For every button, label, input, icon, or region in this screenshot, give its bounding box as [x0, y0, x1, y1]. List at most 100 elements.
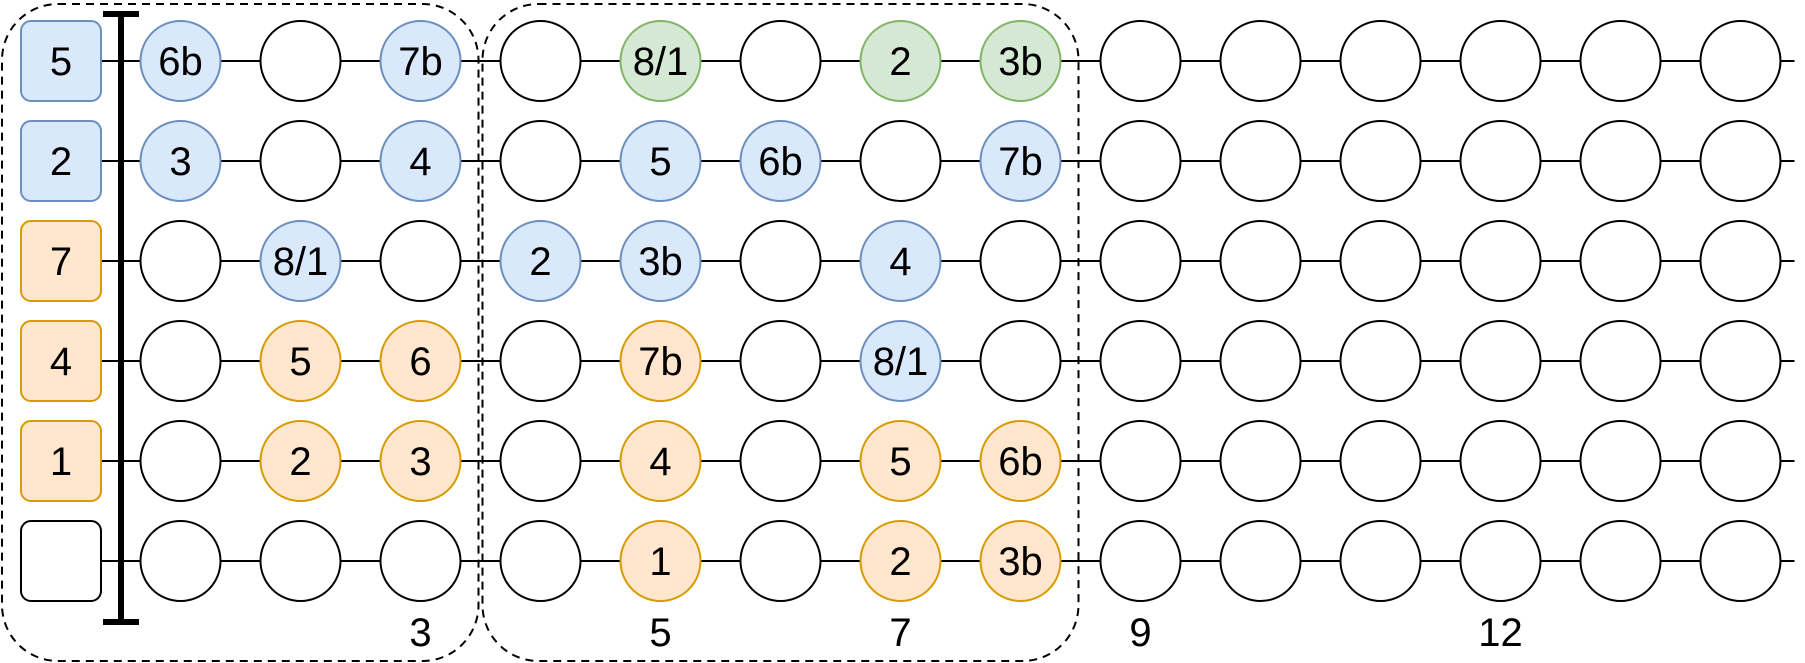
note-label: 3	[169, 140, 191, 184]
note-s3-f13	[1579, 220, 1662, 302]
note-s4-f9	[1099, 320, 1182, 402]
open-string-label: 7	[50, 240, 72, 284]
note-s1-f7: 2	[859, 20, 942, 102]
note-label: 4	[409, 140, 431, 184]
note-label: 8/1	[873, 340, 929, 384]
note-circle	[1339, 20, 1422, 102]
note-circle	[1339, 120, 1422, 202]
position-box-2	[481, 3, 1080, 662]
note-label: 6	[409, 340, 431, 384]
note-s6-f1	[139, 520, 222, 602]
note-s2-f9	[1099, 120, 1182, 202]
note-s2-f12	[1459, 120, 1542, 202]
note-s4-f5: 7b	[619, 320, 702, 402]
note-circle	[259, 120, 342, 202]
note-circle	[739, 120, 822, 202]
note-circle	[979, 320, 1062, 402]
note-s5-f11	[1339, 420, 1422, 502]
fret-marker-5: 5	[649, 611, 671, 655]
note-s2-f14	[1699, 120, 1782, 202]
note-circle	[139, 20, 222, 102]
note-circle	[739, 420, 822, 502]
note-s2-f3: 4	[379, 120, 462, 202]
note-circle	[499, 20, 582, 102]
fret-marker-9: 9	[1129, 611, 1151, 655]
note-label: 2	[889, 540, 911, 584]
note-circle	[859, 520, 942, 602]
note-circle	[979, 520, 1062, 602]
note-circle	[619, 520, 702, 602]
note-s5-f8: 6b	[979, 420, 1062, 502]
note-s6-f13	[1579, 520, 1662, 602]
note-s2-f7	[859, 120, 942, 202]
note-s5-f3: 3	[379, 420, 462, 502]
open-string-box	[20, 420, 102, 502]
note-circle	[379, 20, 462, 102]
note-label: 2	[289, 440, 311, 484]
open-string-box	[20, 120, 102, 202]
open-string-label: 1	[50, 440, 72, 484]
note-circle	[1099, 320, 1182, 402]
note-s1-f11	[1339, 20, 1422, 102]
note-s5-f12	[1459, 420, 1542, 502]
open-string-label: 4	[50, 340, 72, 384]
note-label: 3b	[638, 240, 683, 284]
note-s1-f1: 6b	[139, 20, 222, 102]
note-s1-f14	[1699, 20, 1782, 102]
note-circle	[1099, 120, 1182, 202]
note-circle	[1219, 220, 1302, 302]
open-string-box	[20, 220, 102, 302]
open-string-5: 1	[20, 420, 102, 502]
note-s6-f10	[1219, 520, 1302, 602]
note-s3-f10	[1219, 220, 1302, 302]
fret-marker-12: 12	[1478, 611, 1523, 655]
note-label: 7b	[998, 140, 1043, 184]
note-s1-f5: 8/1	[619, 20, 702, 102]
note-label: 4	[649, 440, 671, 484]
note-circle	[1699, 20, 1782, 102]
note-s2-f6: 6b	[739, 120, 822, 202]
note-circle	[379, 520, 462, 602]
note-s4-f4	[499, 320, 582, 402]
note-circle	[1459, 320, 1542, 402]
note-s4-f8	[979, 320, 1062, 402]
note-circle	[1579, 120, 1662, 202]
note-s5-f1	[139, 420, 222, 502]
note-label: 2	[529, 240, 551, 284]
note-circle	[499, 220, 582, 302]
note-circle	[619, 120, 702, 202]
open-string-box	[20, 520, 102, 602]
note-s2-f5: 5	[619, 120, 702, 202]
note-circle	[499, 120, 582, 202]
note-circle	[379, 420, 462, 502]
note-s5-f13	[1579, 420, 1662, 502]
note-label: 7b	[638, 340, 683, 384]
note-label: 8/1	[273, 240, 329, 284]
note-s3-f4: 2	[499, 220, 582, 302]
note-s4-f13	[1579, 320, 1662, 402]
note-s6-f9	[1099, 520, 1182, 602]
note-s1-f9	[1099, 20, 1182, 102]
note-circle	[1099, 420, 1182, 502]
note-circle	[259, 220, 342, 302]
note-s3-f14	[1699, 220, 1782, 302]
note-circle	[1699, 220, 1782, 302]
note-s1-f3: 7b	[379, 20, 462, 102]
note-label: 7b	[398, 40, 443, 84]
note-s2-f13	[1579, 120, 1662, 202]
note-circle	[139, 320, 222, 402]
note-circle	[499, 420, 582, 502]
note-s1-f13	[1579, 20, 1662, 102]
note-s4-f10	[1219, 320, 1302, 402]
note-s5-f10	[1219, 420, 1302, 502]
note-circle	[259, 420, 342, 502]
note-s1-f6	[739, 20, 822, 102]
note-circle	[1219, 20, 1302, 102]
note-s6-f5: 1	[619, 520, 702, 602]
note-label: 6b	[998, 440, 1043, 484]
note-circle	[499, 520, 582, 602]
note-s3-f1	[139, 220, 222, 302]
note-label: 3	[409, 440, 431, 484]
note-s3-f11	[1339, 220, 1422, 302]
note-s2-f4	[499, 120, 582, 202]
